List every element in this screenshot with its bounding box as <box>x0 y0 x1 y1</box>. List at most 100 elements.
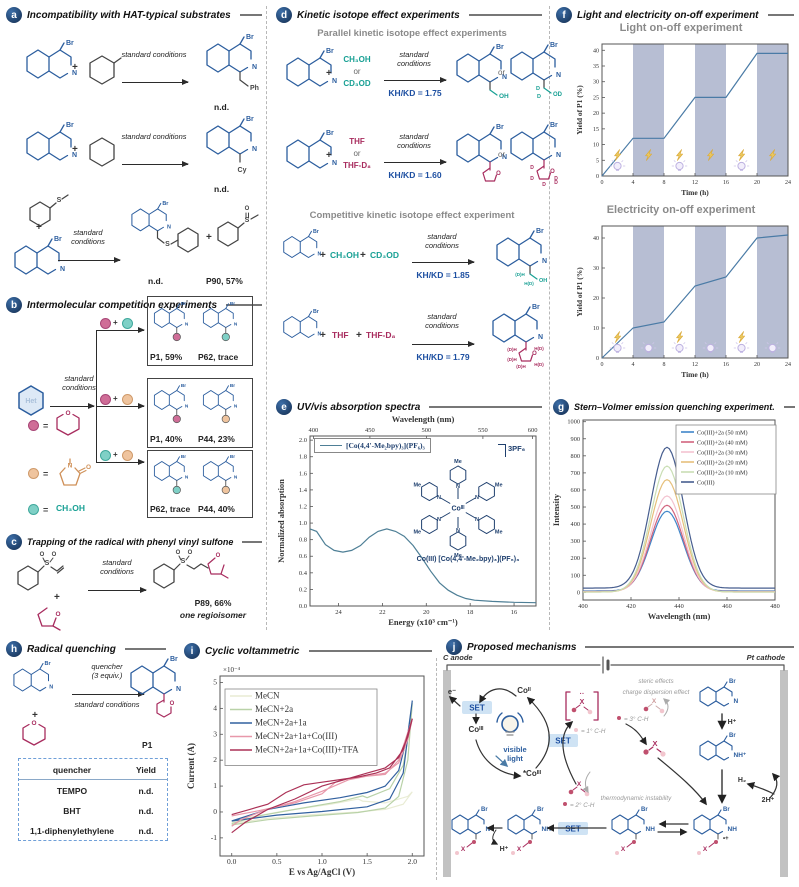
path <box>176 385 180 391</box>
quencher-cell: 1,1-diphenylethylene <box>29 826 115 836</box>
x-tick: 4 <box>632 180 635 186</box>
path <box>543 87 552 94</box>
svg-polygon <box>421 514 438 535</box>
methanol-dot <box>100 450 111 461</box>
svg-circle <box>568 789 574 795</box>
panel-c-header: c Trapping of the radical with phenyl vi… <box>6 534 262 550</box>
path <box>152 665 176 682</box>
conditions-label: standard conditions <box>62 374 96 392</box>
path <box>611 814 629 835</box>
reagent-label: CD₃OD <box>370 250 399 260</box>
label: N <box>332 78 337 85</box>
y-tick: 5 <box>213 677 217 686</box>
isoq-glyph: Br N O <box>456 124 507 182</box>
path <box>693 814 711 835</box>
y-tick: 1.8 <box>299 454 307 461</box>
path <box>522 842 529 848</box>
label: O <box>245 206 250 212</box>
path <box>482 167 498 182</box>
path <box>478 53 502 70</box>
yield-cell: n.d. <box>138 806 154 816</box>
co-complex-structure: N Me N Me N Me N Me N Me N Me Coᴵᴵᴵ <box>413 459 502 559</box>
path <box>217 308 234 320</box>
label: N <box>502 74 507 81</box>
svg-g: Br N <box>26 40 77 79</box>
yield-note: n.d. <box>214 102 230 112</box>
path <box>228 64 249 73</box>
label: O <box>52 552 57 558</box>
path <box>451 814 469 835</box>
label: N <box>68 463 73 470</box>
path <box>456 53 480 83</box>
table-row: 1,1-diphenylethylene n.d. <box>19 820 167 840</box>
path <box>176 303 180 309</box>
label: O <box>65 410 70 417</box>
bulb-icon <box>671 342 688 353</box>
reagent-stack: CH₃OH or CD₃OD <box>334 54 380 90</box>
nmp-dot <box>122 450 133 461</box>
path <box>657 757 707 806</box>
reaction-arrow <box>122 160 189 167</box>
p62-structure: Br N <box>200 299 238 352</box>
y-tick: 3 <box>213 729 217 738</box>
path <box>510 51 534 81</box>
path <box>237 222 245 229</box>
label: O <box>31 720 36 727</box>
svg-g: O <box>37 607 61 631</box>
label: Br <box>550 122 558 129</box>
path <box>626 842 633 848</box>
panel-a-badge: a <box>6 7 22 23</box>
path <box>225 385 229 391</box>
conditions-label: standard conditions <box>425 312 459 330</box>
svg-g: Br N <box>14 236 65 275</box>
reagent-label: CH₃OH <box>343 55 371 64</box>
cyclohexane-glyph <box>89 137 115 167</box>
x-tick: 18 <box>467 609 474 616</box>
axis-multiplier: ×10⁻⁴ <box>223 666 241 674</box>
y-tick: 0 <box>577 589 580 596</box>
svg-circle <box>643 749 649 755</box>
path <box>723 681 728 688</box>
result-box-3 <box>147 450 253 518</box>
bulb-icon <box>609 160 626 171</box>
label: S <box>181 558 186 565</box>
label: X <box>461 846 466 853</box>
svg-g: Br N O <box>456 124 507 182</box>
legend-label: [Co(4,4'-Me₂bpy)₃](PF₆)₃ <box>346 441 425 450</box>
y-tick: 1.2 <box>299 503 307 510</box>
svg-circle <box>472 840 476 844</box>
y-tick: 0 <box>596 174 599 180</box>
y-tick: 35 <box>593 64 599 70</box>
label: N <box>185 403 189 409</box>
yield-note: P90, 57% <box>206 276 243 286</box>
svg-polygon <box>449 465 467 485</box>
legend-entry: MeCN+2a+1a+Co(III) <box>255 731 337 741</box>
label: Br <box>723 807 730 813</box>
header-rule <box>429 406 542 408</box>
x-label: X <box>652 698 657 705</box>
path <box>518 258 539 267</box>
y-tick: 0.0 <box>299 603 307 610</box>
isoq-glyph: Br N (D)H H(D) OH <box>496 228 547 286</box>
x-tick: 24 <box>785 180 791 186</box>
kie-value: KH/KD = 1.60 <box>388 170 442 180</box>
conditions-label: standard conditions <box>100 558 134 576</box>
panel-g-title: Stern–Volmer emission quenching experime… <box>574 402 775 412</box>
y-tick: 900 <box>571 436 580 443</box>
isoquinoline-structure: Br N <box>282 126 338 201</box>
label: O <box>170 701 175 707</box>
path <box>89 137 115 167</box>
x-axis-label: Wavelength (nm) <box>648 611 711 621</box>
shape <box>735 342 738 345</box>
path <box>168 404 183 410</box>
reagent-label: CD₃OD <box>343 79 371 88</box>
label: N <box>176 686 181 693</box>
y-tick: 5 <box>596 158 599 164</box>
path <box>299 236 318 249</box>
svg-g: SO O O <box>153 550 229 589</box>
x-tick: 24 <box>785 362 791 368</box>
path <box>39 662 44 670</box>
